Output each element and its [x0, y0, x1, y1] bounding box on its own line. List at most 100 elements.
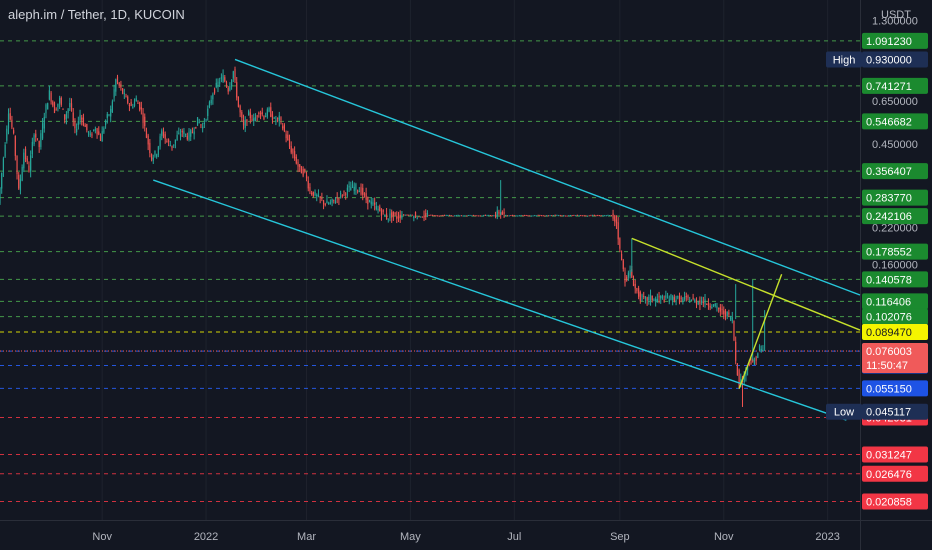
candle-body: [418, 216, 420, 218]
candle-body: [55, 109, 57, 111]
level-price-tag: 0.055150: [862, 380, 928, 397]
candle-body: [420, 216, 422, 218]
candle-body: [106, 114, 108, 118]
candle-body: [183, 131, 185, 135]
level-price-tag: 0.140578: [862, 271, 928, 288]
candle-body: [699, 300, 701, 305]
candle-body: [270, 107, 272, 117]
candle-body: [84, 125, 86, 127]
candle-body: [254, 116, 257, 121]
candle-body: [392, 211, 394, 216]
candle-body: [329, 202, 331, 204]
candle-body: [69, 102, 71, 108]
candle-body: [9, 113, 11, 120]
candle-body: [268, 107, 270, 112]
price-tag-box: [862, 77, 928, 94]
candle-body: [738, 369, 740, 386]
price-tag-text: 0.140578: [866, 274, 912, 286]
candle-body: [242, 119, 245, 126]
candle-body: [162, 131, 165, 137]
level-price-tag: 1.091230: [862, 32, 928, 49]
candle-body: [196, 117, 199, 126]
price-tag-box: [862, 208, 928, 225]
candle-body: [620, 253, 623, 261]
candle-body: [554, 215, 556, 217]
candle-body: [430, 214, 432, 216]
candle-body: [43, 116, 45, 129]
candle-body: [41, 123, 44, 139]
level-price-tag: 0.031247: [862, 446, 928, 463]
candle-body: [208, 101, 211, 108]
currency-label: USDT: [881, 9, 911, 21]
candle-body: [460, 215, 463, 217]
candle-body: [539, 215, 541, 217]
candle-body: [568, 215, 570, 217]
candle-body: [431, 214, 434, 216]
level-price-tag: 0.546682: [862, 113, 928, 130]
candle-body: [314, 191, 316, 196]
price-tag-text: 0.102076: [866, 312, 912, 324]
candle-body: [476, 215, 478, 217]
candle-body: [161, 130, 163, 136]
candle-body: [384, 214, 386, 217]
price-tag-text: 0.741271: [866, 81, 912, 93]
candle-body: [619, 238, 621, 249]
candle-body: [488, 215, 490, 217]
candle-body: [47, 103, 49, 110]
candle-body: [311, 193, 313, 195]
candle-body: [440, 215, 442, 217]
price-tag-text: 0.026476: [866, 469, 912, 481]
price-tag-box: [862, 380, 928, 397]
candle-body: [665, 295, 667, 298]
candle-body: [23, 152, 25, 169]
candle-body: [13, 130, 15, 134]
candle-body: [464, 215, 466, 217]
candle-body: [695, 300, 698, 305]
candle-body: [185, 133, 187, 135]
candle-body: [532, 215, 534, 217]
candle-body: [258, 112, 260, 115]
candle-body: [283, 124, 285, 132]
candle-body: [731, 317, 733, 322]
candle-body: [74, 121, 76, 129]
x-tick-label: Nov: [714, 531, 734, 543]
candle-body: [609, 215, 611, 217]
candle-body: [747, 365, 749, 371]
candle-body: [636, 288, 638, 292]
price-tag-text: 0.178552: [866, 247, 912, 259]
candle-body: [324, 203, 326, 205]
candle-body: [292, 148, 294, 154]
x-tick-label: Sep: [610, 531, 630, 543]
candle-body: [299, 164, 301, 167]
candle-body: [655, 298, 657, 301]
candle-body: [190, 130, 192, 137]
candle-body: [389, 213, 391, 218]
candle-body: [529, 215, 531, 217]
candle-body: [309, 187, 311, 191]
candle-body: [685, 296, 687, 298]
price-tag-box: [862, 465, 928, 482]
candle-body: [210, 99, 212, 104]
candle-body: [672, 296, 674, 300]
candle-body: [660, 295, 662, 299]
candle-body: [122, 88, 124, 94]
candle-body: [30, 155, 32, 172]
candle-body: [728, 312, 730, 315]
candle-body: [750, 362, 752, 364]
candle-body: [677, 296, 679, 298]
candle-body: [53, 102, 56, 114]
price-tag-text: 0.116406: [866, 296, 911, 308]
candle-body: [503, 211, 505, 214]
candle-body: [484, 215, 486, 217]
candle-body: [556, 215, 558, 217]
candle-body: [563, 215, 565, 217]
candle-body: [70, 103, 73, 110]
candle-body: [379, 206, 381, 212]
candle-body: [586, 215, 589, 217]
price-tag-text: 0.546682: [866, 116, 912, 128]
candle-body: [760, 348, 762, 352]
candle-body: [580, 215, 582, 217]
candle-body: [689, 301, 691, 303]
candle-body: [403, 214, 405, 216]
